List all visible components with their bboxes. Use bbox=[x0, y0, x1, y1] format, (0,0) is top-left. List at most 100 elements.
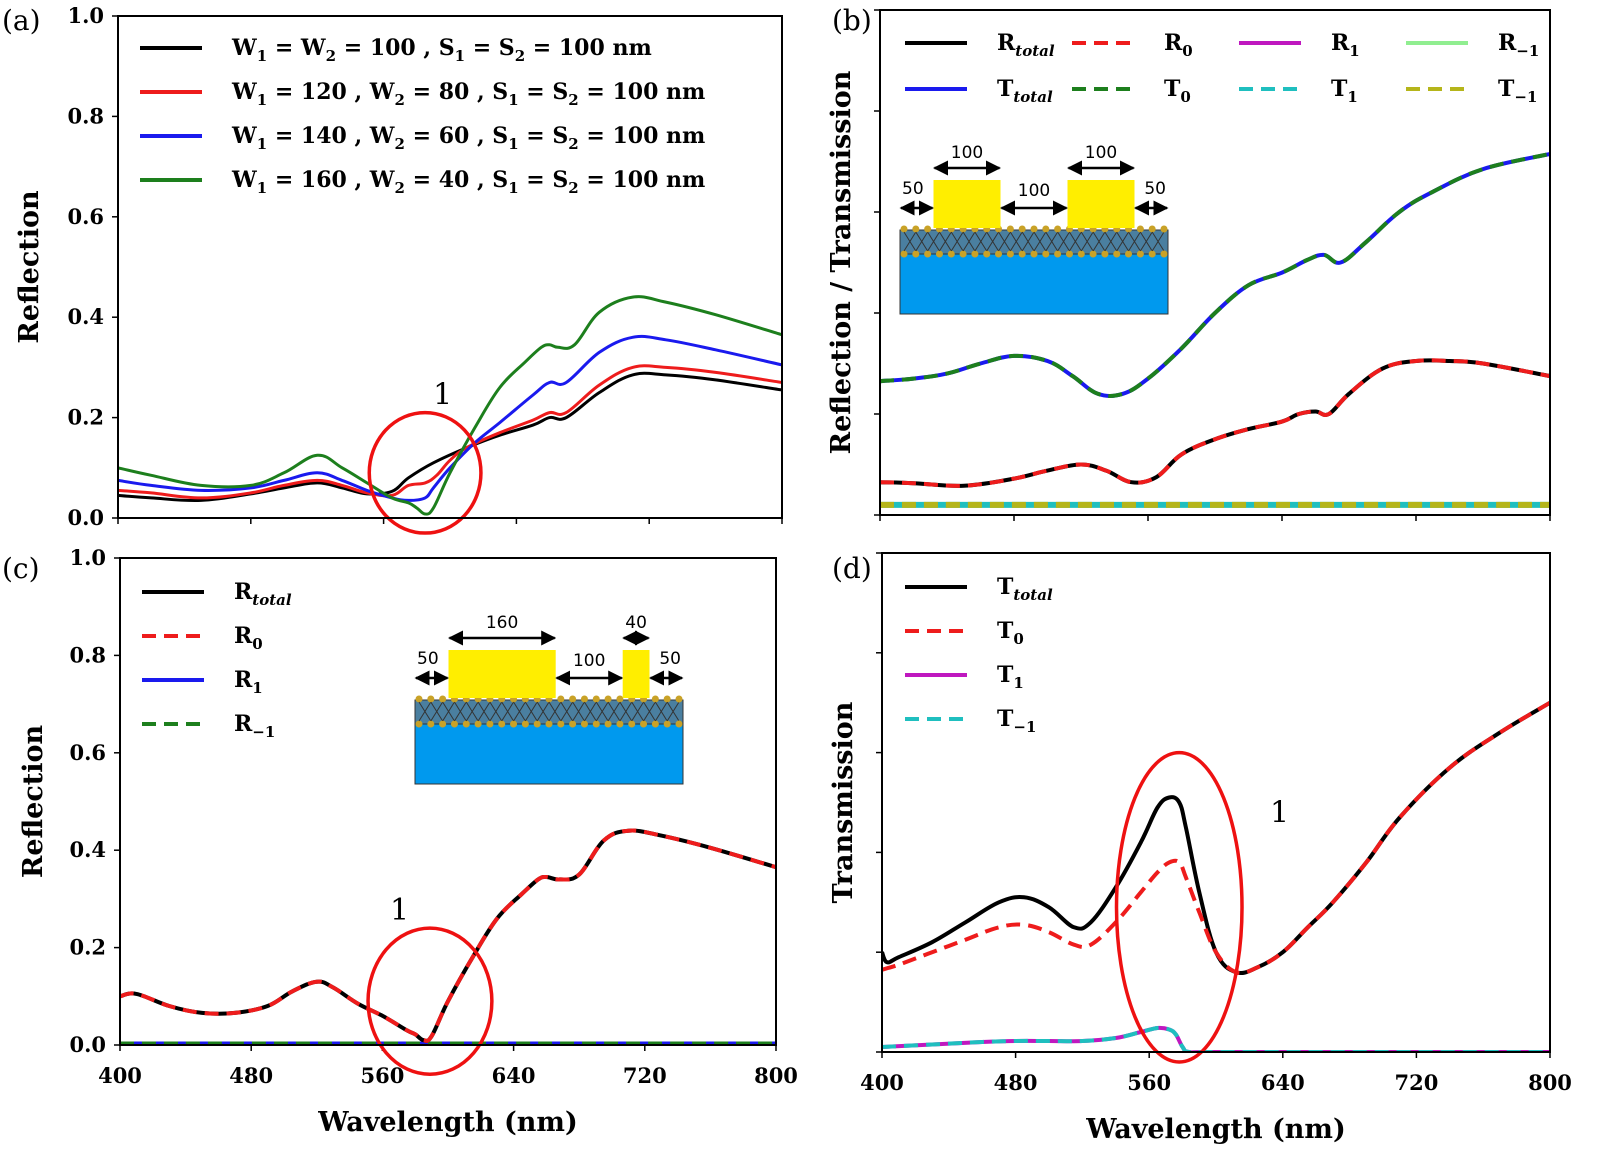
legend: Ttotal T0 T1 T−1 bbox=[905, 574, 1053, 736]
atom bbox=[415, 720, 423, 728]
panel-label-d: (d) bbox=[832, 552, 872, 585]
bond bbox=[513, 701, 526, 722]
bond bbox=[903, 231, 917, 252]
atom bbox=[651, 720, 659, 728]
x-tick-label: 800 bbox=[1528, 1070, 1572, 1095]
x-tick-label: 560 bbox=[360, 1063, 404, 1088]
atom bbox=[1042, 225, 1050, 233]
bond bbox=[465, 701, 479, 722]
legend-label: W1 = 140 , W2 = 60 , S1 = S2 = 100 nm bbox=[231, 123, 705, 153]
atom bbox=[959, 250, 967, 258]
atom bbox=[1101, 250, 1109, 258]
atom bbox=[924, 225, 932, 233]
series-group bbox=[880, 151, 1550, 508]
atom bbox=[1136, 250, 1144, 258]
dimension-label-w1: 160 bbox=[486, 613, 518, 633]
legend-label: R−1 bbox=[1498, 30, 1539, 60]
bond bbox=[998, 231, 1011, 252]
x-tick-label: 800 bbox=[754, 1063, 798, 1088]
atom bbox=[1113, 250, 1121, 258]
atom bbox=[663, 695, 671, 703]
bond bbox=[548, 701, 562, 722]
atom bbox=[1054, 250, 1062, 258]
atom bbox=[900, 250, 908, 258]
atom bbox=[1054, 225, 1062, 233]
dimension-label-w1: 100 bbox=[951, 143, 983, 163]
y-tick-label: 0.6 bbox=[69, 740, 106, 765]
bond bbox=[666, 701, 680, 722]
plot-frame bbox=[879, 9, 1551, 516]
dimension-label-w2: 100 bbox=[1085, 143, 1117, 163]
legend: Rtotal R0 R1 R−1 bbox=[142, 579, 292, 741]
atom bbox=[474, 720, 482, 728]
atom bbox=[1148, 250, 1156, 258]
atom bbox=[1018, 225, 1026, 233]
bond bbox=[607, 701, 621, 722]
atom bbox=[1006, 250, 1014, 258]
atom bbox=[521, 720, 529, 728]
bond bbox=[927, 231, 940, 252]
grating-bar-2 bbox=[1067, 180, 1135, 228]
panel-label-c: (c) bbox=[2, 552, 40, 585]
atom bbox=[995, 250, 1003, 258]
atom bbox=[1125, 250, 1133, 258]
atom bbox=[616, 720, 624, 728]
bond bbox=[939, 231, 952, 252]
atom bbox=[604, 720, 612, 728]
bond bbox=[454, 701, 467, 722]
lattice-atoms bbox=[415, 695, 683, 728]
bond bbox=[1116, 231, 1129, 252]
x-tick-label: 400 bbox=[98, 1063, 142, 1088]
legend-label: R0 bbox=[1164, 30, 1193, 60]
bond bbox=[536, 701, 550, 722]
atom bbox=[1136, 225, 1144, 233]
series-line-w1-120-w2-80-s1-s2-100-nm bbox=[118, 364, 782, 500]
y-tick-label: 0.4 bbox=[69, 837, 106, 862]
substrate bbox=[899, 251, 1169, 315]
legend-label: R1 bbox=[234, 667, 263, 697]
legend-label: T−1 bbox=[1498, 76, 1537, 106]
legend: W1 = W2 = 100 , S1 = S2 = 100 nm W1 = 120… bbox=[140, 35, 705, 197]
y-tick-label: 0.0 bbox=[69, 1032, 106, 1057]
series-line-w1-140-w2-60-s1-s2-100-nm bbox=[118, 334, 782, 502]
series-group bbox=[118, 295, 782, 516]
bond bbox=[1045, 231, 1059, 252]
highlight-ellipse bbox=[367, 410, 483, 535]
y-tick-label: 0.6 bbox=[67, 204, 104, 229]
plot-frame bbox=[881, 552, 1551, 1053]
x-tick-label: 640 bbox=[1261, 1070, 1305, 1095]
series-group bbox=[882, 700, 1550, 1052]
plot-frame bbox=[119, 557, 777, 1046]
atom bbox=[1160, 250, 1168, 258]
x-axis-label: Wavelength (nm) bbox=[317, 1107, 578, 1138]
legend-label: Rtotal bbox=[234, 579, 292, 609]
atom bbox=[663, 720, 671, 728]
x-tick-label: 400 bbox=[860, 1070, 904, 1095]
y-tick-label: 0.2 bbox=[69, 935, 106, 960]
bond bbox=[477, 701, 491, 722]
panel-label-b: (b) bbox=[832, 4, 872, 37]
atom bbox=[651, 695, 659, 703]
x-tick-label: 720 bbox=[623, 1063, 667, 1088]
dimension-label-gap: 100 bbox=[573, 651, 605, 671]
atom bbox=[533, 720, 541, 728]
atom bbox=[569, 695, 577, 703]
atom bbox=[592, 695, 600, 703]
atom bbox=[1160, 225, 1168, 233]
x-axis-label: Wavelength (nm) bbox=[1085, 1114, 1346, 1145]
bond bbox=[560, 701, 574, 722]
annotation-label: 1 bbox=[390, 893, 409, 928]
bond bbox=[595, 701, 609, 722]
bond bbox=[915, 231, 929, 252]
legend-label: W1 = W2 = 100 , S1 = S2 = 100 nm bbox=[231, 35, 652, 65]
atom bbox=[510, 720, 518, 728]
plot-frame bbox=[117, 15, 783, 519]
bond bbox=[619, 701, 633, 722]
structure-inset: 160 40 100 50 50 bbox=[414, 613, 684, 785]
y-tick-label: 0.4 bbox=[67, 304, 104, 329]
y-axis-label: Reflection / Transmission bbox=[826, 70, 857, 454]
atom bbox=[947, 250, 955, 258]
x-axis-ticks: 400 480 560 640 720 800 bbox=[98, 1045, 798, 1088]
bond bbox=[1080, 231, 1094, 252]
